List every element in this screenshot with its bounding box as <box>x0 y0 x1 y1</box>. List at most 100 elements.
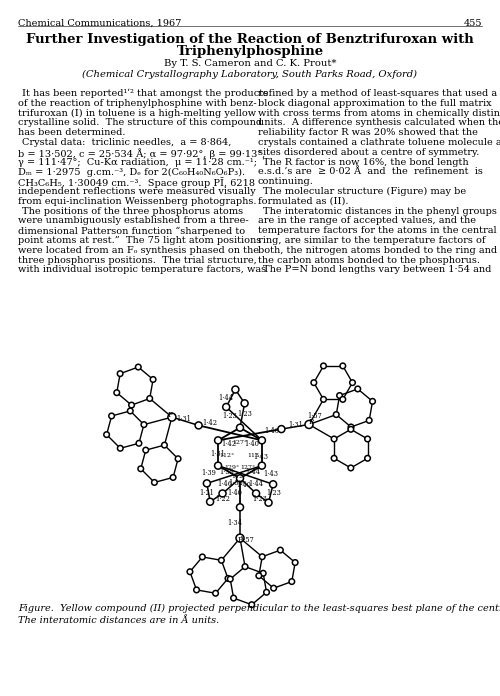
Text: 1·39: 1·39 <box>219 468 234 476</box>
Circle shape <box>332 436 337 442</box>
Text: By T. S. Cameron and C. K. Prout*: By T. S. Cameron and C. K. Prout* <box>164 59 336 68</box>
Text: 1·22: 1·22 <box>215 495 230 503</box>
Circle shape <box>143 448 148 453</box>
Text: 1·57: 1·57 <box>239 537 254 544</box>
Circle shape <box>118 445 123 451</box>
Text: The interatomic distances in the phenyl groups: The interatomic distances in the phenyl … <box>263 207 497 216</box>
Circle shape <box>264 590 270 595</box>
Text: 112°: 112° <box>232 473 246 479</box>
Circle shape <box>249 602 254 608</box>
Text: 1·23: 1·23 <box>266 489 281 498</box>
Text: 1·23: 1·23 <box>222 412 238 420</box>
Text: reliability factor R was 20% showed that the: reliability factor R was 20% showed that… <box>258 128 478 137</box>
Text: independent reflections were measured visually: independent reflections were measured vi… <box>18 187 256 196</box>
Text: (Chemical Crystallography Laboratory, South Parks Road, Oxford): (Chemical Crystallography Laboratory, So… <box>82 70 417 79</box>
Text: 1·23: 1·23 <box>237 411 252 418</box>
Text: 1·43: 1·43 <box>264 470 278 477</box>
Text: are in the range of accepted values, and the: are in the range of accepted values, and… <box>258 216 476 226</box>
Circle shape <box>194 587 200 593</box>
Text: three phosphorus positions.  The trial structure,: three phosphorus positions. The trial st… <box>18 255 257 264</box>
Circle shape <box>236 475 244 482</box>
Circle shape <box>195 422 202 429</box>
Circle shape <box>271 585 276 591</box>
Text: crystalline solid.  The structure of this compound: crystalline solid. The structure of this… <box>18 118 262 127</box>
Circle shape <box>141 422 146 427</box>
Text: ring, are similar to the temperature factors of: ring, are similar to the temperature fac… <box>258 236 486 245</box>
Circle shape <box>214 437 222 444</box>
Text: It has been reported¹ʹ² that amongst the products: It has been reported¹ʹ² that amongst the… <box>22 89 268 98</box>
Text: 1·44: 1·44 <box>246 468 260 476</box>
Text: Further Investigation of the Reaction of Benztrifuroxan with: Further Investigation of the Reaction of… <box>26 33 474 46</box>
Text: crystals contained a clathrate toluene molecule at: crystals contained a clathrate toluene m… <box>258 138 500 147</box>
Circle shape <box>168 413 176 421</box>
Text: CH₃C₆H₅, 1·30049 cm.⁻³.  Space group PĪ, 6218: CH₃C₆H₅, 1·30049 cm.⁻³. Space group PĪ, … <box>18 177 255 188</box>
Text: b = 13·502, c = 25·534 Å; α = 97·92°, β = 99·13°,: b = 13·502, c = 25·534 Å; α = 97·92°, β … <box>18 148 265 159</box>
Circle shape <box>265 499 272 506</box>
Text: Figure.  Yellow compound (II) projected perpendicular to the least-squares best : Figure. Yellow compound (II) projected p… <box>18 604 500 613</box>
Text: 112°: 112° <box>220 453 234 458</box>
Text: continuing.: continuing. <box>258 177 314 187</box>
Circle shape <box>370 399 376 404</box>
Circle shape <box>366 418 372 423</box>
Circle shape <box>206 498 214 505</box>
Circle shape <box>138 466 143 472</box>
Text: 129°: 129° <box>224 465 240 470</box>
Circle shape <box>147 396 152 402</box>
Circle shape <box>332 455 337 461</box>
Text: 1·43: 1·43 <box>252 452 268 461</box>
Text: 1·44: 1·44 <box>248 480 263 489</box>
Circle shape <box>365 455 370 461</box>
Circle shape <box>256 573 262 578</box>
Circle shape <box>204 480 210 487</box>
Circle shape <box>236 534 244 542</box>
Circle shape <box>129 402 134 408</box>
Text: The molecular structure (Figure) may be: The molecular structure (Figure) may be <box>263 187 466 196</box>
Circle shape <box>278 547 283 553</box>
Text: Chemical Communications, 1967: Chemical Communications, 1967 <box>18 19 182 28</box>
Text: 1·40: 1·40 <box>264 427 279 436</box>
Circle shape <box>270 481 276 488</box>
Text: e.s.d.’s are  ≥ 0·02 Å  and  the  refinement  is: e.s.d.’s are ≥ 0·02 Å and the refinement… <box>258 168 483 176</box>
Text: 1·44: 1·44 <box>218 394 234 402</box>
Circle shape <box>258 462 266 469</box>
Text: P: P <box>238 536 242 544</box>
Circle shape <box>348 465 354 470</box>
Circle shape <box>289 579 294 585</box>
Circle shape <box>258 437 266 444</box>
Text: were located from an Fₒ synthesis phased on the: were located from an Fₒ synthesis phased… <box>18 246 259 255</box>
Circle shape <box>214 462 222 469</box>
Circle shape <box>104 432 110 437</box>
Text: has been determined.: has been determined. <box>18 128 126 137</box>
Text: were unambiguously established from a three-: were unambiguously established from a th… <box>18 216 248 226</box>
Text: 1·31: 1·31 <box>210 450 226 458</box>
Text: P: P <box>168 411 172 419</box>
Text: Triphenylphosphine: Triphenylphosphine <box>176 45 324 58</box>
Circle shape <box>218 557 224 563</box>
Circle shape <box>311 380 316 386</box>
Circle shape <box>150 377 156 382</box>
Circle shape <box>236 424 244 432</box>
Circle shape <box>348 424 354 430</box>
Text: refined by a method of least-squares that used a: refined by a method of least-squares tha… <box>258 89 497 98</box>
Text: 1·46: 1·46 <box>217 480 232 489</box>
Text: 1·34: 1·34 <box>227 519 242 527</box>
Text: The interatomic distances are in Å units.: The interatomic distances are in Å units… <box>18 616 219 625</box>
Circle shape <box>340 363 345 369</box>
Circle shape <box>365 436 370 442</box>
Text: 1·40: 1·40 <box>244 440 259 448</box>
Text: point atoms at rest.”  The 75 light atom positions: point atoms at rest.” The 75 light atom … <box>18 236 261 245</box>
Text: 127°: 127° <box>232 441 248 445</box>
Text: of the reaction of triphenylphosphine with benz-: of the reaction of triphenylphosphine wi… <box>18 99 256 108</box>
Circle shape <box>348 427 354 432</box>
Text: both, the nitrogen atoms bonded to the ring and: both, the nitrogen atoms bonded to the r… <box>258 246 497 255</box>
Text: 1·40: 1·40 <box>227 489 242 498</box>
Text: P: P <box>308 418 314 427</box>
Text: γ = 111·47°;  Cu-Kα radiation,  μ = 11·28 cm.⁻¹;: γ = 111·47°; Cu-Kα radiation, μ = 11·28 … <box>18 157 257 166</box>
Circle shape <box>350 380 356 386</box>
Circle shape <box>337 393 342 398</box>
Circle shape <box>176 456 181 461</box>
Text: units.  A difference synthesis calculated when the: units. A difference synthesis calculated… <box>258 118 500 127</box>
Text: from equi-inclination Weissenberg photographs.: from equi-inclination Weissenberg photog… <box>18 197 256 206</box>
Text: The positions of the three phosphorus atoms: The positions of the three phosphorus at… <box>22 207 243 216</box>
Text: 127°: 127° <box>240 465 256 470</box>
